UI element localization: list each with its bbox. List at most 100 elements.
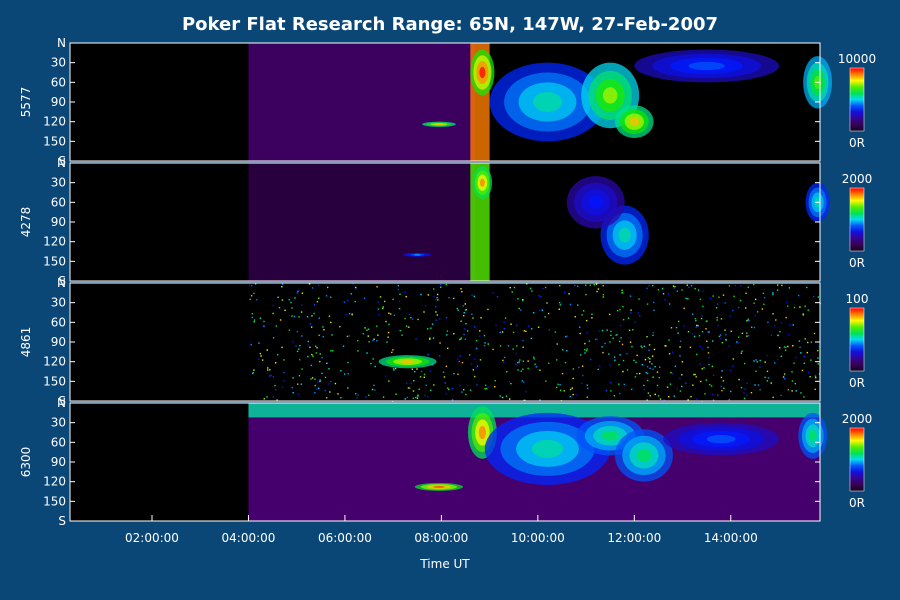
noise-pixel [508,380,511,383]
noise-pixel [725,339,727,341]
noise-pixel [582,374,584,377]
noise-pixel [462,305,464,307]
noise-pixel [756,361,758,363]
noise-pixel [614,359,616,361]
noise-pixel [721,389,723,392]
noise-pixel [368,341,370,343]
noise-pixel [430,389,432,391]
noise-pixel [355,393,357,395]
colorbar [849,187,865,252]
noise-pixel [377,308,380,310]
noise-pixel [307,355,309,358]
noise-pixel [310,364,313,367]
noise-pixel [608,353,610,355]
noise-pixel [799,306,801,308]
noise-pixel [610,334,612,336]
noise-pixel [622,370,624,373]
noise-pixel [571,387,573,389]
noise-pixel [480,317,482,319]
noise-pixel [696,353,698,356]
noise-pixel [386,341,388,343]
noise-pixel [559,285,561,287]
noise-pixel [574,316,576,318]
noise-pixel [689,346,692,349]
noise-pixel [598,365,601,367]
noise-pixel [427,328,429,330]
noise-pixel [376,339,378,342]
noise-pixel [321,372,323,375]
noise-pixel [783,373,786,375]
noise-pixel [275,325,278,327]
noise-pixel [263,398,265,400]
noise-pixel [584,349,586,351]
noise-pixel [695,319,697,322]
noise-pixel [533,356,535,358]
noise-pixel [459,384,461,387]
noise-pixel [329,391,331,393]
noise-pixel [584,352,586,354]
noise-pixel [707,352,710,354]
noise-pixel [752,283,755,286]
noise-pixel [508,398,511,400]
noise-pixel [414,396,417,399]
noise-pixel [463,333,465,336]
noise-pixel [780,355,783,357]
colorbar [849,307,865,372]
noise-pixel [317,284,320,287]
noise-pixel [288,299,291,301]
noise-pixel [398,307,401,310]
noise-pixel [544,286,547,289]
noise-pixel [437,299,439,301]
noise-pixel [446,334,448,336]
noise-pixel [408,313,411,316]
emission-feature [531,439,564,458]
noise-pixel [417,394,419,396]
noise-pixel [817,296,820,298]
emission-feature [602,87,618,104]
noise-pixel [301,292,304,294]
noise-pixel [460,338,462,340]
noise-pixel [330,350,332,352]
noise-pixel [703,367,705,369]
noise-pixel [291,341,294,343]
noise-pixel [559,304,562,306]
noise-pixel [342,345,345,347]
noise-pixel [300,311,303,313]
noise-pixel [734,284,737,287]
noise-pixel [739,299,742,302]
noise-pixel [568,293,570,295]
noise-pixel [298,359,301,361]
panel-ylabel: 4278 [19,207,33,238]
noise-pixel [800,392,802,394]
noise-pixel [564,361,567,364]
noise-pixel [575,394,577,396]
noise-pixel [556,359,558,361]
noise-pixel [435,299,437,301]
noise-pixel [630,388,633,391]
noise-pixel [707,346,709,349]
noise-pixel [609,313,611,316]
noise-pixel [710,385,713,387]
noise-pixel [777,358,779,361]
noise-pixel [313,304,316,306]
noise-pixel [393,369,395,371]
noise-pixel [526,283,528,285]
noise-pixel [331,334,333,336]
noise-pixel [595,283,598,285]
noise-pixel [559,383,561,386]
noise-pixel [761,308,764,310]
noise-pixel [638,372,641,375]
y-tick-label: 30 [51,416,66,430]
noise-pixel [544,316,546,318]
noise-pixel [316,301,319,303]
noise-pixel [541,309,543,311]
noise-pixel [746,332,748,334]
noise-pixel [520,309,522,311]
noise-pixel [681,385,683,388]
noise-pixel [693,373,695,376]
noise-pixel [720,376,723,379]
noise-pixel [510,382,512,385]
noise-pixel [630,309,632,311]
noise-pixel [743,397,746,400]
noise-pixel [792,345,794,347]
